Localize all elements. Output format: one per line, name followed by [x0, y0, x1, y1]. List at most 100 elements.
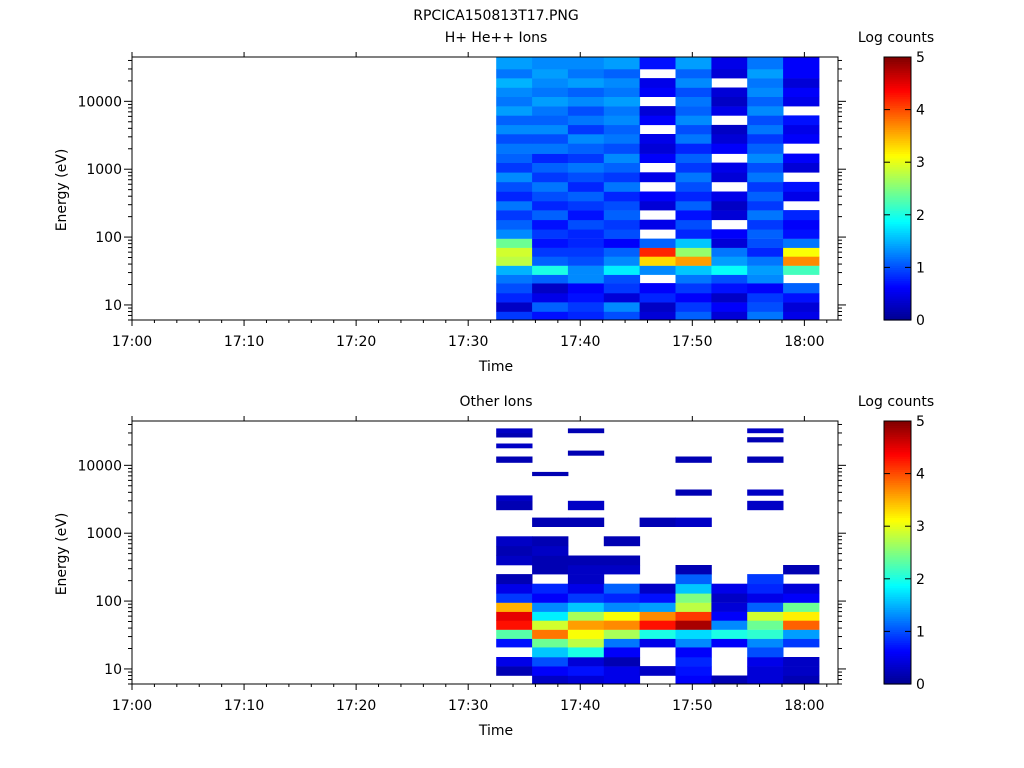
figure-title: RPCICA150813T17.PNG	[413, 8, 578, 24]
heatmap-cell	[496, 134, 533, 144]
heatmap-cell	[532, 517, 569, 527]
heatmap-cell	[711, 638, 748, 648]
heatmap-cell	[532, 583, 569, 594]
colorbar-step	[884, 482, 911, 486]
colorbar-step	[884, 469, 911, 473]
colorbar-step	[884, 263, 911, 266]
heatmap-cell	[711, 210, 748, 221]
heatmap-cell	[675, 143, 712, 154]
colorbar-tick-label: 1	[916, 624, 925, 640]
colorbar-tick-label: 1	[916, 260, 925, 276]
heatmap-cells	[496, 57, 820, 321]
colorbar-step	[884, 502, 911, 505]
heatmap-cell	[783, 134, 820, 144]
heatmap-cell	[675, 302, 712, 312]
heatmap-cell	[496, 574, 533, 585]
heatmap-cell	[567, 124, 605, 135]
heatmap-cell	[783, 162, 820, 173]
heatmap-cell	[496, 428, 533, 434]
heatmap-cell	[639, 115, 676, 126]
heatmap-cell	[639, 602, 676, 612]
y-tick-label: 10000	[77, 94, 122, 110]
heatmap-cell	[747, 238, 784, 248]
colorbar-step	[884, 210, 911, 214]
colorbar-step	[884, 135, 911, 139]
heatmap-cell	[675, 657, 712, 667]
colorbar-step	[884, 653, 911, 657]
colorbar-step	[884, 565, 911, 569]
colorbar-step	[884, 157, 911, 161]
colorbar-step	[884, 578, 911, 582]
heatmap-cell	[675, 647, 712, 658]
colorbar-label: Log counts	[858, 394, 934, 410]
heatmap-cell	[711, 611, 748, 621]
colorbar-step	[884, 247, 911, 251]
heatmap-cell	[532, 172, 569, 183]
colorbar-step	[884, 177, 911, 181]
heatmap-cell	[711, 134, 748, 144]
heatmap-cell	[783, 210, 820, 221]
x-tick-label: 17:20	[336, 334, 376, 350]
heatmap-cell	[567, 106, 605, 116]
colorbar-step	[884, 508, 911, 512]
heatmap-cell	[711, 274, 748, 284]
colorbar-step	[884, 668, 911, 672]
heatmap-cell	[711, 675, 748, 685]
heatmap-cell	[783, 57, 820, 70]
heatmap-cell	[603, 87, 641, 97]
heatmap-cell	[567, 265, 605, 275]
heatmap-cell	[783, 565, 820, 575]
colorbar-step	[884, 646, 911, 650]
colorbar-step	[884, 493, 911, 497]
heatmap-cell	[675, 172, 712, 183]
heatmap-cell	[747, 265, 784, 275]
colorbar-step	[884, 120, 911, 124]
heatmap-cell	[747, 675, 784, 685]
heatmap-cell	[567, 201, 605, 211]
heatmap-cell	[496, 57, 533, 70]
heatmap-cell	[567, 191, 605, 202]
colorbar-step	[884, 225, 911, 229]
colorbar-step	[884, 278, 911, 282]
colorbar-tick-label: 3	[916, 519, 925, 535]
heatmap-cell	[639, 219, 676, 230]
heatmap-cell	[532, 293, 569, 303]
x-tick-label: 17:40	[560, 698, 600, 714]
heatmap-cell	[747, 666, 784, 676]
colorbar-step	[884, 190, 911, 194]
colorbar-step	[884, 618, 911, 622]
heatmap-cell	[532, 302, 569, 312]
heatmap-cell	[783, 666, 820, 676]
colorbar-step	[884, 133, 911, 137]
colorbar-step	[884, 622, 911, 626]
heatmap-cell	[747, 593, 784, 603]
heatmap-cell	[675, 517, 712, 527]
colorbar-step	[884, 170, 911, 174]
colorbar-step	[884, 107, 911, 111]
heatmap-cell	[675, 78, 712, 88]
heatmap-cell	[603, 96, 641, 107]
colorbar-step	[884, 241, 911, 244]
colorbar-step	[884, 631, 911, 635]
heatmap-cell	[783, 124, 820, 135]
colorbar-step	[884, 456, 911, 459]
heatmap-cell	[496, 500, 533, 511]
colorbar-step	[884, 609, 911, 613]
heatmap-cell	[603, 78, 641, 88]
x-axis: 17:00 17:10 17:20 17:30 17:40 17:50 18:00	[112, 416, 828, 714]
colorbar-step	[884, 164, 911, 168]
heatmap-cell	[747, 219, 784, 230]
colorbar-step	[884, 480, 911, 483]
heatmap-cell	[567, 153, 605, 163]
colorbar-step	[884, 230, 911, 233]
heatmap-cell	[675, 274, 712, 284]
heatmap-cell	[532, 153, 569, 163]
heatmap-cell	[639, 611, 676, 621]
heatmap-cell	[603, 311, 641, 321]
heatmap-cell	[496, 210, 533, 221]
heatmap-cell	[747, 229, 784, 239]
colorbar-step	[884, 96, 911, 100]
y-tick-label: 100	[95, 230, 122, 246]
heatmap-cell	[603, 302, 641, 312]
heatmap-cell	[532, 210, 569, 221]
